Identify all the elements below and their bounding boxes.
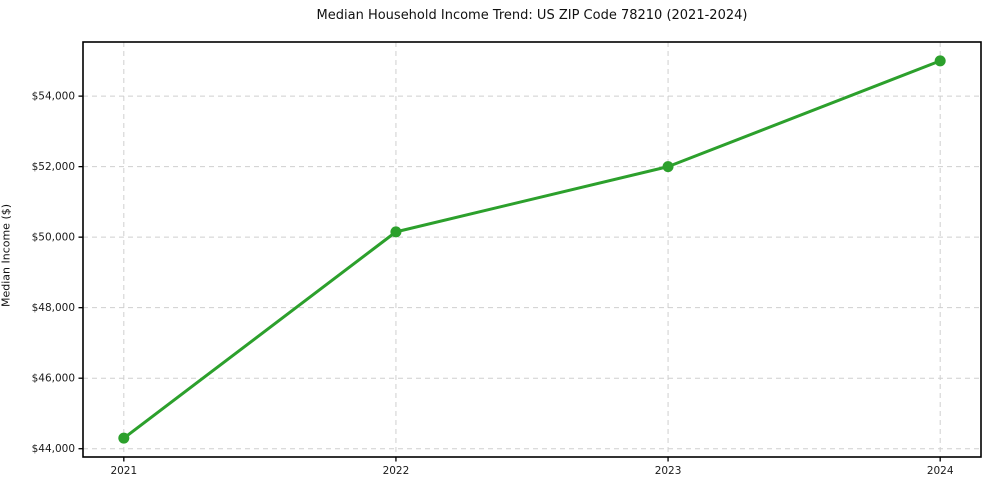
y-tick-label: $48,000 bbox=[32, 302, 75, 314]
x-tick-label: 2024 bbox=[927, 465, 954, 477]
y-tick-label: $44,000 bbox=[32, 443, 75, 455]
data-point-marker bbox=[934, 55, 946, 67]
data-point-marker bbox=[390, 226, 402, 238]
income-trend-line bbox=[122, 59, 942, 440]
y-tick-label: $54,000 bbox=[32, 91, 75, 103]
axes-frame bbox=[82, 41, 982, 458]
y-tick-label: $52,000 bbox=[32, 161, 75, 173]
data-point-marker bbox=[118, 432, 130, 444]
y-tick-label: $50,000 bbox=[32, 232, 75, 244]
y-tick-label: $46,000 bbox=[32, 373, 75, 385]
x-tick-label: 2021 bbox=[110, 465, 137, 477]
data-point-marker bbox=[662, 161, 674, 173]
chart-title: Median Household Income Trend: US ZIP Co… bbox=[316, 8, 748, 23]
x-tick-label: 2023 bbox=[655, 465, 682, 477]
x-tick-label: 2022 bbox=[383, 465, 410, 477]
y-axis-label: Median Income ($) bbox=[0, 203, 13, 308]
